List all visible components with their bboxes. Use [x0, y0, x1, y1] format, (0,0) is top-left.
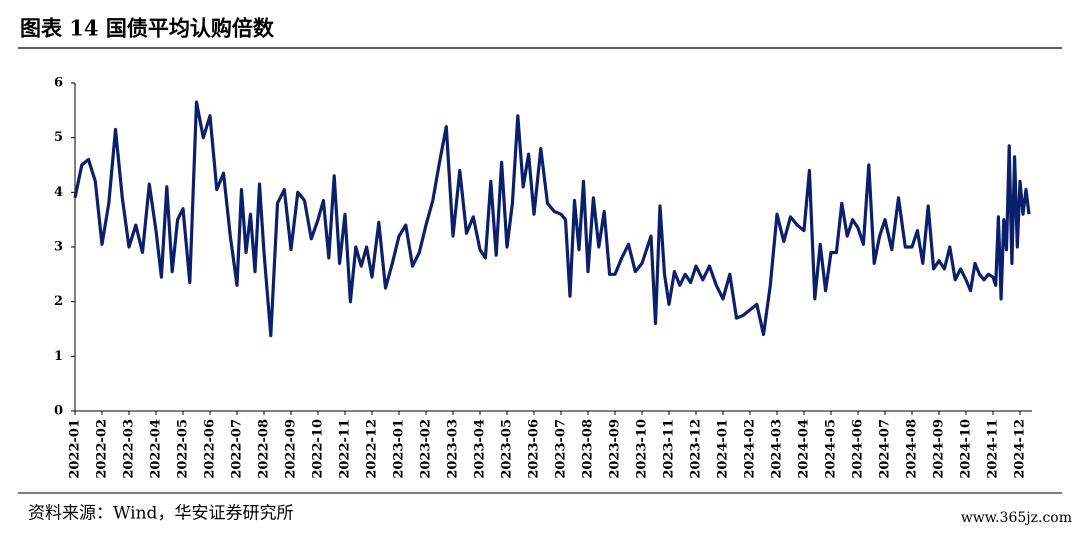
x-tick-label: 2023-12: [689, 419, 704, 479]
x-tick-label: 2023-09: [608, 419, 623, 479]
x-tick-label: 2024-02: [743, 419, 758, 479]
y-tick-label: 5: [54, 130, 63, 145]
x-tick-label: 2022-12: [365, 419, 380, 479]
chart-title: 图表 14 国债平均认购倍数: [20, 16, 275, 41]
x-tick-label: 2024-03: [770, 419, 785, 479]
x-tick-label: 2022-10: [311, 419, 326, 479]
x-tick-label: 2024-04: [797, 419, 812, 479]
x-tick-label: 2022-01: [68, 419, 83, 479]
x-tick-label: 2022-05: [176, 419, 191, 479]
x-tick-label: 2024-07: [878, 419, 893, 479]
x-tick-label: 2024-12: [1013, 419, 1028, 479]
source: 资料来源：Wind，华安证券研究所: [28, 504, 293, 524]
x-tick-label: 2023-05: [500, 419, 515, 479]
x-tick-label: 2022-09: [284, 419, 299, 479]
x-tick-label: 2023-07: [554, 419, 569, 479]
x-tick-label: 2023-08: [581, 419, 596, 479]
x-tick-label: 2023-10: [635, 419, 650, 479]
y-tick-label: 3: [54, 240, 63, 255]
y-tick-label: 4: [54, 185, 63, 200]
x-tick-label: 2023-03: [446, 419, 461, 479]
line-series: [73, 100, 1031, 338]
x-tick-label: 2022-06: [203, 419, 218, 479]
y-tick-label: 0: [54, 404, 63, 419]
y-tick-label: 6: [54, 76, 63, 91]
x-tick-label: 2022-03: [122, 419, 137, 479]
x-tick-label: 2023-06: [527, 419, 542, 479]
x-tick-label: 2023-02: [419, 419, 434, 479]
x-tick-label: 2024-06: [851, 419, 866, 479]
x-tick-label: 2023-11: [662, 419, 677, 479]
x-tick-label: 2022-04: [149, 419, 164, 479]
x-tick-label: 2024-05: [824, 419, 839, 479]
x-tick-label: 2024-11: [986, 419, 1001, 479]
x-tick-label: 2022-07: [230, 419, 245, 479]
y-tick-label: 2: [54, 294, 63, 309]
x-tick-label: 2022-11: [338, 419, 353, 479]
x-tick-label: 2023-04: [473, 419, 488, 479]
x-tick-label: 2024-10: [959, 419, 974, 479]
y-tick-label: 1: [54, 349, 63, 364]
x-tick-label: 2024-08: [905, 419, 920, 479]
x-tick-label: 2023-01: [392, 419, 407, 479]
x-tick-label: 2024-09: [932, 419, 947, 479]
watermark: www.365jz.com: [961, 510, 1072, 526]
x-tick-label: 2022-08: [257, 419, 272, 479]
x-tick-label: 2024-01: [716, 419, 731, 479]
x-tick-label: 2022-02: [95, 419, 110, 479]
